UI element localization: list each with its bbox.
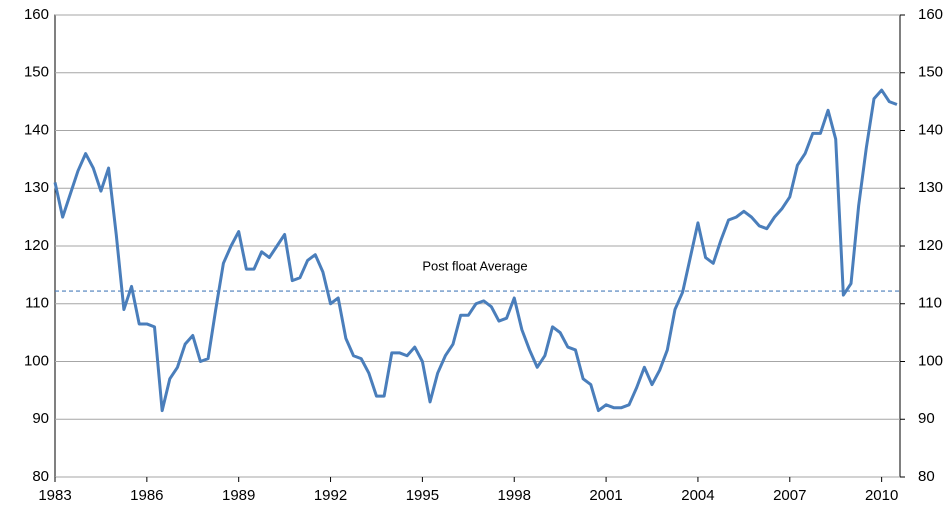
y2-tick-label: 100 (918, 352, 943, 369)
x-tick-label: 2007 (773, 487, 806, 504)
y2-tick-label: 160 (918, 6, 943, 23)
y-tick-label: 130 (24, 179, 49, 196)
x-tick-label: 2001 (589, 487, 622, 504)
y-tick-label: 160 (24, 6, 49, 23)
line (53, 88, 898, 413)
x-tick-label: 1986 (130, 487, 163, 504)
y2-tick-label: 130 (918, 179, 943, 196)
y2-tick-label: 120 (918, 237, 943, 254)
x-tick-label: 1995 (406, 487, 439, 504)
x-tick-label: 1992 (314, 487, 347, 504)
y2-tick-label: 140 (918, 121, 943, 138)
x-tick-label: 2010 (865, 487, 898, 504)
x-tick-label: 2004 (681, 487, 714, 504)
y-tick-label: 120 (24, 237, 49, 254)
y2-tick-label: 150 (918, 64, 943, 81)
x-tick-label: 1983 (38, 487, 71, 504)
y-tick-label: 90 (32, 410, 49, 427)
reference-label: Post float Average (422, 258, 527, 273)
y-tick-label: 80 (32, 468, 49, 485)
y2-tick-label: 90 (918, 410, 935, 427)
x-tick-label: 1989 (222, 487, 255, 504)
y-tick-label: 110 (25, 295, 49, 312)
y2-tick-label: 110 (918, 295, 942, 312)
y-tick-label: 140 (24, 121, 49, 138)
y2-tick-label: 80 (918, 468, 935, 485)
x-tick-label: 1998 (498, 487, 531, 504)
y-tick-label: 150 (24, 64, 49, 81)
y-tick-label: 100 (24, 352, 49, 369)
